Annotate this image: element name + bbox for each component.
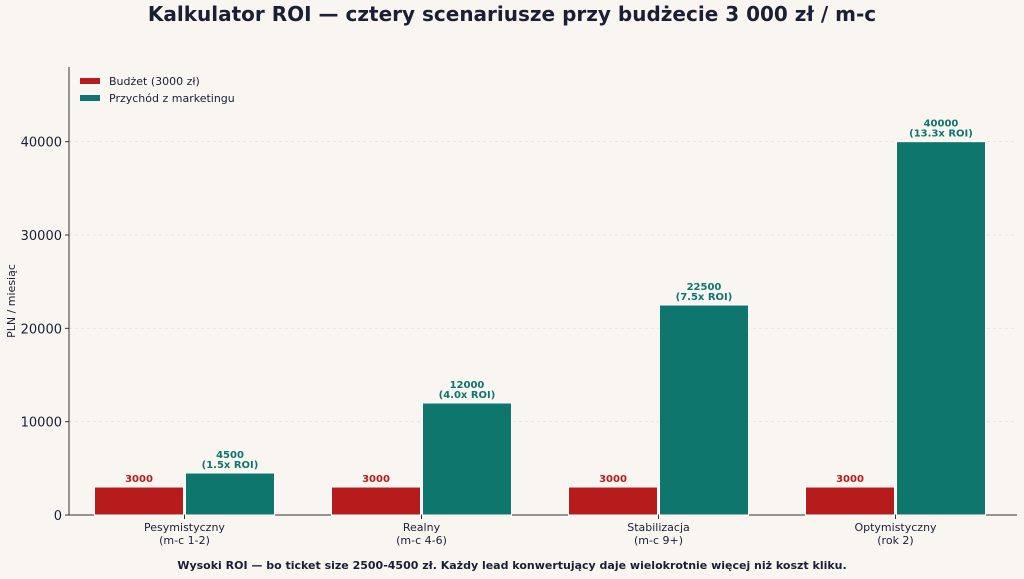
bar xyxy=(896,141,986,516)
data-label: 40000 xyxy=(924,119,959,130)
bar xyxy=(331,486,421,516)
bar xyxy=(185,472,275,516)
x-tick-label: Realny xyxy=(403,521,441,534)
legend-swatch xyxy=(80,78,100,84)
x-tick-label: (m-c 9+) xyxy=(634,534,683,547)
data-label: (4.0x ROI) xyxy=(439,390,496,401)
legend-swatch xyxy=(80,95,100,101)
data-label: 3000 xyxy=(125,474,153,485)
chart-title: Kalkulator ROI — cztery scenariusze przy… xyxy=(147,2,877,26)
data-label: 3000 xyxy=(362,474,390,485)
y-tick-label: 20000 xyxy=(21,322,62,337)
data-label: 3000 xyxy=(599,474,627,485)
bar xyxy=(659,304,749,516)
data-label: 3000 xyxy=(836,474,864,485)
data-label: (1.5x ROI) xyxy=(202,460,259,471)
data-label: (7.5x ROI) xyxy=(676,292,733,303)
bar xyxy=(805,486,895,516)
y-tick-label: 30000 xyxy=(21,229,62,244)
x-tick-label: Optymistyczny xyxy=(854,521,937,534)
chart-footnote: Wysoki ROI — bo ticket size 2500-4500 zł… xyxy=(177,559,847,572)
bar xyxy=(94,486,184,516)
data-label: 12000 xyxy=(450,380,485,391)
x-tick-label: (m-c 4-6) xyxy=(396,534,447,547)
data-label: (13.3x ROI) xyxy=(909,129,973,140)
x-tick-label: (rok 2) xyxy=(877,534,913,547)
y-tick-label: 0 xyxy=(54,509,62,524)
y-tick-label: 10000 xyxy=(21,416,62,431)
legend-label: Budżet (3000 zł) xyxy=(109,75,200,88)
data-label: 22500 xyxy=(687,282,722,293)
x-tick-label: Pesymistyczny xyxy=(144,521,225,534)
legend-label: Przychód z marketingu xyxy=(109,92,235,105)
x-tick-label: Stabilizacja xyxy=(627,521,690,534)
y-tick-label: 40000 xyxy=(21,136,62,151)
x-tick-label: (m-c 1-2) xyxy=(159,534,210,547)
bar xyxy=(422,402,512,516)
data-label: 4500 xyxy=(216,450,244,461)
bar xyxy=(568,486,658,516)
y-axis-label: PLN / miesiąc xyxy=(5,264,18,338)
